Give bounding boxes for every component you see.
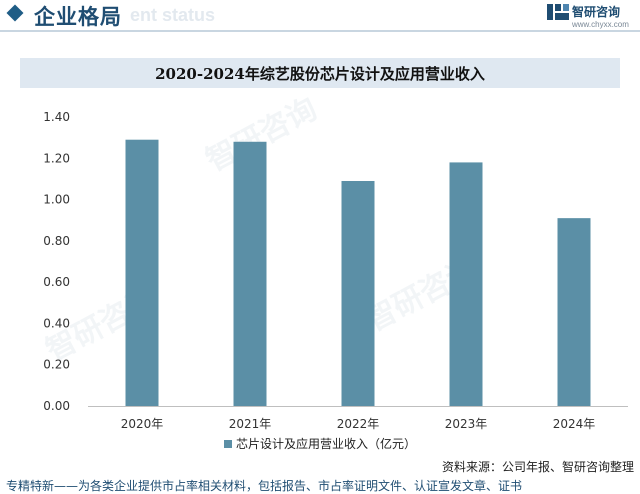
y-tick-label: 1.20 <box>43 151 70 165</box>
diamond-icon <box>7 5 24 22</box>
chart-legend: 芯片设计及应用营业收入（亿元） <box>0 435 640 452</box>
section-subtitle: ent status <box>130 5 215 26</box>
legend-label: 芯片设计及应用营业收入（亿元） <box>236 437 416 451</box>
y-tick-label: 0.80 <box>43 234 70 248</box>
legend-swatch <box>224 440 232 448</box>
chart-title-band: 2020-2024年综艺股份芯片设计及应用营业收入 <box>20 58 620 88</box>
y-tick-label: 0.40 <box>43 316 70 330</box>
y-tick-label: 0.60 <box>43 275 70 289</box>
y-tick-label: 1.40 <box>43 110 70 124</box>
brand-name: 智研咨询 <box>572 3 620 20</box>
x-tick-label: 2021年 <box>229 417 272 430</box>
page-header: 企业格局 ent status 智研咨询 www.chyxx.com <box>0 0 640 36</box>
header-divider <box>0 30 640 32</box>
y-tick-label: 1.00 <box>43 193 70 207</box>
bar <box>234 142 267 406</box>
x-tick-label: 2022年 <box>337 417 380 430</box>
y-tick-label: 0.00 <box>43 399 70 413</box>
x-tick-label: 2023年 <box>445 417 488 430</box>
bar <box>342 181 375 406</box>
footer-banner: 专精特新——为各类企业提供市占率相关材料，包括报告、市占率证明文件、认证宣发文章… <box>0 476 640 494</box>
bar <box>558 218 591 406</box>
x-tick-label: 2024年 <box>553 417 596 430</box>
section-title: 企业格局 <box>34 1 122 31</box>
x-tick-label: 2020年 <box>121 417 164 430</box>
brand-logo: 智研咨询 www.chyxx.com <box>547 1 637 31</box>
brand-url: www.chyxx.com <box>572 20 629 29</box>
bar <box>126 140 159 406</box>
source-note: 资料来源：公司年报、智研咨询整理 <box>442 458 634 475</box>
y-tick-label: 0.20 <box>43 358 70 372</box>
bar <box>450 162 483 406</box>
chart-title: 2020-2024年综艺股份芯片设计及应用营业收入 <box>20 63 620 84</box>
footer-text: 专精特新——为各类企业提供市占率相关材料，包括报告、市占率证明文件、认证宣发文章… <box>6 477 522 494</box>
brand-logo-icon <box>547 4 569 20</box>
bar-chart: 1.40 1.20 1.00 0.80 0.60 0.40 0.20 0.00 2020年 202… <box>0 100 640 430</box>
